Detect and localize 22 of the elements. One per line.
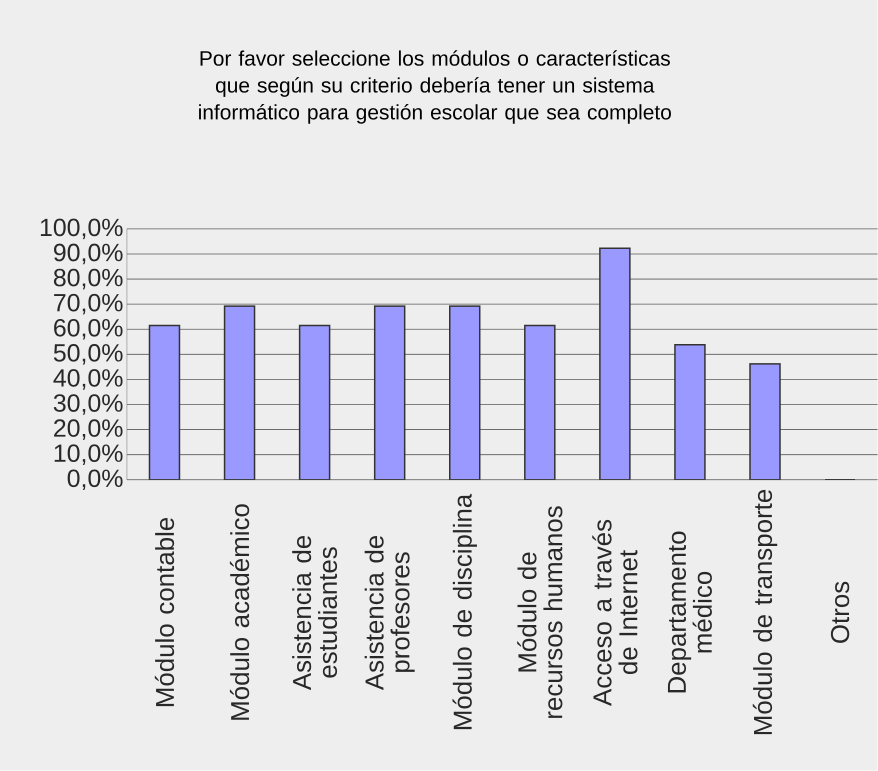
x-tick-label: Acceso a través de Internet [592, 520, 638, 706]
y-tick-label: 70,0% [54, 294, 123, 315]
x-tick-label: Asistencia de estudiantes [292, 536, 338, 690]
y-tick-label: 30,0% [54, 394, 123, 415]
y-tick-label: 40,0% [53, 369, 123, 390]
y-tick-label: 60,0% [54, 319, 123, 340]
chart-title: Por favor seleccione los módulos o características que según su criterio debería tener un sistema informático para gestión escolar que sea completo [199, 50, 671, 124]
x-tick-label: Otros [830, 582, 850, 644]
x-tick-label: Módulo de disciplina [452, 494, 477, 730]
x-tick-label: Departamento médico [668, 532, 712, 693]
x-tick-label: Módulo de transporte [752, 490, 778, 734]
x-tick-label: Asistencia de profesores [364, 536, 415, 690]
y-tick-label: 20,0% [54, 419, 123, 440]
y-tick-label: 0,0% [68, 470, 123, 490]
y-tick-label: 10,0% [54, 444, 123, 466]
y-tick-label: 100,0% [40, 218, 123, 240]
y-tick-label: 80,0% [54, 268, 123, 290]
x-tick-label: Módulo académico [230, 504, 250, 720]
x-tick-label: Módulo contable [154, 518, 174, 706]
y-tick-label: 50,0% [54, 344, 123, 365]
y-tick-label: 90,0% [54, 244, 123, 264]
x-tick-label: Módulo de recursos humanos [517, 506, 562, 718]
